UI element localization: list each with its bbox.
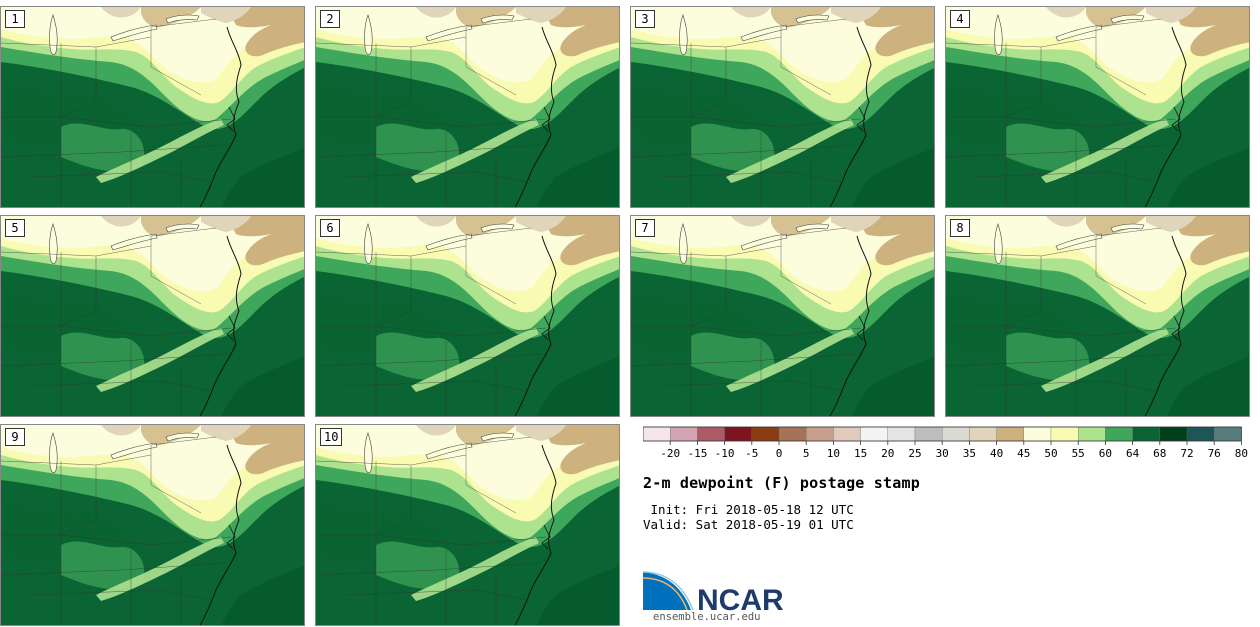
colorbar-tick-label: 0: [776, 447, 783, 460]
member-number-label: 8: [950, 219, 970, 237]
ensemble-member-panel-1: 1: [0, 6, 305, 208]
colorbar-swatch: [996, 426, 1024, 442]
colorbar-tick-label: 40: [990, 447, 1003, 460]
colorbar-swatch: [1023, 426, 1052, 442]
ensemble-member-panel-3: 3: [630, 6, 935, 208]
colorbar-tick-label: 80: [1235, 447, 1248, 460]
dewpoint-map: [946, 7, 1249, 207]
colorbar-swatch: [1078, 426, 1106, 442]
colorbar-swatch: [778, 426, 807, 442]
ensemble-member-panel-5: 5: [0, 215, 305, 417]
colorbar-tick-label: 10: [827, 447, 840, 460]
colorbar-swatch: [860, 426, 888, 442]
member-number-label: 9: [5, 428, 25, 446]
colorbar-swatch: [914, 426, 943, 442]
member-number-label: 2: [320, 10, 340, 28]
forecast-times: Init: Fri 2018-05-18 12 UTC Valid: Sat 2…: [643, 502, 854, 532]
member-number-label: 10: [320, 428, 343, 446]
colorbar-tick-label: 15: [854, 447, 867, 460]
colorbar-tick-label: -5: [745, 447, 758, 460]
member-number-label: 5: [5, 219, 25, 237]
colorbar-swatch: [670, 426, 698, 442]
colorbar-swatch: [1159, 426, 1188, 442]
colorbar-swatch: [1105, 426, 1133, 442]
chart-title: 2-m dewpoint (F) postage stamp: [643, 474, 920, 492]
colorbar-swatch: [969, 426, 997, 442]
dewpoint-map: [316, 216, 619, 416]
member-number-label: 7: [635, 219, 655, 237]
valid-time: Valid: Sat 2018-05-19 01 UTC: [643, 517, 854, 532]
colorbar-tick-label: 68: [1153, 447, 1166, 460]
colorbar-tick-label: 64: [1126, 447, 1140, 460]
member-number-label: 1: [5, 10, 25, 28]
ensemble-member-panel-7: 7: [630, 215, 935, 417]
colorbar-tick-label: 55: [1072, 447, 1085, 460]
colorbar-swatch: [643, 426, 671, 442]
ncar-logo-text: NCAR: [697, 584, 784, 612]
member-number-label: 4: [950, 10, 970, 28]
member-number-label: 6: [320, 219, 340, 237]
colorbar-swatch: [887, 426, 916, 442]
colorbar-tick-label: 60: [1099, 447, 1112, 460]
colorbar-swatch: [1050, 426, 1079, 442]
init-time: Init: Fri 2018-05-18 12 UTC: [643, 502, 854, 517]
logo-url: ensemble.ucar.edu: [653, 611, 761, 623]
ensemble-member-panel-2: 2: [315, 6, 620, 208]
colorbar-tick-label: 25: [908, 447, 921, 460]
colorbar-tick-label: 45: [1017, 447, 1030, 460]
dewpoint-map: [316, 425, 619, 625]
colorbar-tick-label: 72: [1180, 447, 1193, 460]
colorbar-swatch: [751, 426, 780, 442]
colorbar-swatch: [1214, 426, 1242, 442]
colorbar-tick-label: 50: [1044, 447, 1057, 460]
colorbar-tick-label: -20: [660, 447, 680, 460]
ncar-logo: NCAR: [643, 571, 784, 612]
ensemble-member-panel-9: 9: [0, 424, 305, 626]
colorbar-tick-label: 35: [963, 447, 976, 460]
colorbar-swatch: [942, 426, 970, 442]
dewpoint-map: [1, 216, 304, 416]
dewpoint-colorbar: -20 -15 -10 -5 0 5 10 15 20 25 30 35 40 45 50 55 60 64 68 7…: [643, 426, 1248, 460]
colorbar-swatch: [833, 426, 861, 442]
colorbar-swatch: [1132, 426, 1160, 442]
dewpoint-map: [631, 7, 934, 207]
ensemble-member-panel-8: 8: [945, 215, 1250, 417]
colorbar-swatch: [1186, 426, 1215, 442]
dewpoint-map: [316, 7, 619, 207]
colorbar-swatch: [724, 426, 752, 442]
dewpoint-map: [631, 216, 934, 416]
colorbar-tick-label: -10: [715, 447, 735, 460]
dewpoint-map: [1, 7, 304, 207]
ensemble-member-panel-6: 6: [315, 215, 620, 417]
colorbar-tick-label: -15: [687, 447, 707, 460]
colorbar-tick-label: 20: [881, 447, 894, 460]
ensemble-member-panel-10: 10: [315, 424, 620, 626]
colorbar-tick-label: 5: [803, 447, 810, 460]
colorbar-tick-label: 30: [936, 447, 949, 460]
colorbar-swatch: [806, 426, 834, 442]
member-number-label: 3: [635, 10, 655, 28]
dewpoint-map: [1, 425, 304, 625]
colorbar-swatch: [697, 426, 725, 442]
dewpoint-map: [946, 216, 1249, 416]
colorbar-tick-label: 76: [1208, 447, 1221, 460]
ensemble-member-panel-4: 4: [945, 6, 1250, 208]
